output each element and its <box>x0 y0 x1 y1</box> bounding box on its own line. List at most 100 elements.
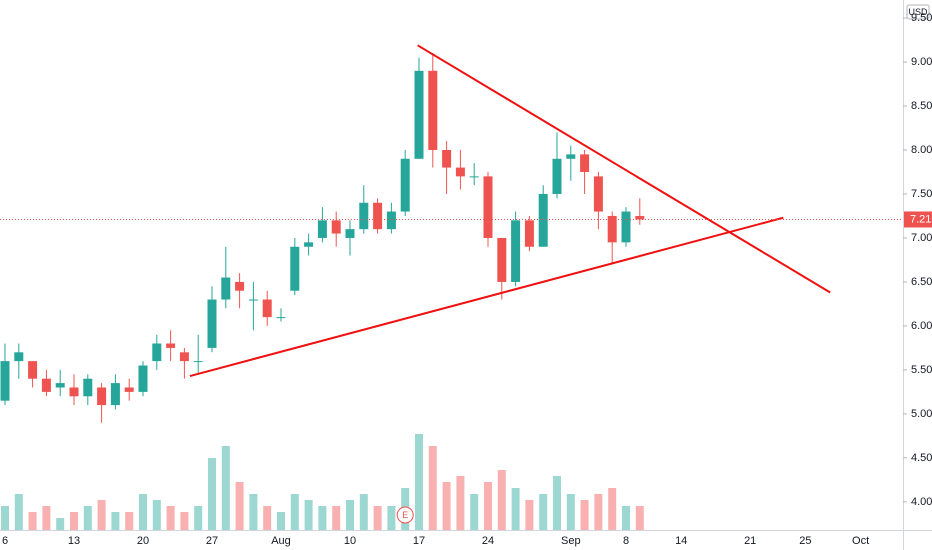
candle-body <box>69 387 79 397</box>
currency-box <box>906 4 930 20</box>
volume-bar <box>332 506 341 530</box>
volume-bar <box>97 500 106 530</box>
volume-bar <box>608 488 617 530</box>
candle-body <box>635 215 645 220</box>
candle-body <box>414 70 424 159</box>
candle-body <box>373 202 383 230</box>
volume-bar <box>539 494 548 530</box>
candle-body <box>152 343 162 362</box>
candle-body <box>483 176 493 238</box>
volume-bar <box>42 506 51 530</box>
candle-body <box>97 387 107 406</box>
candle-body <box>331 220 341 234</box>
volume-bar <box>180 512 189 530</box>
y-tick-label: 7.50 <box>911 188 932 200</box>
candle-body <box>207 299 217 348</box>
candle-body <box>469 176 479 178</box>
candle-body <box>14 352 24 362</box>
candle-body <box>552 158 562 194</box>
candle-body <box>276 317 286 319</box>
candle-body <box>538 193 548 247</box>
volume-bar <box>373 506 382 530</box>
candle-body <box>221 277 231 300</box>
y-tick-label: 5.50 <box>911 364 932 376</box>
volume-bar <box>83 506 92 530</box>
volume-bar <box>387 506 396 530</box>
earnings-marker <box>396 506 414 524</box>
volume-bar <box>70 512 78 530</box>
y-tick-label: 8.00 <box>911 144 932 156</box>
y-tick-label: 4.50 <box>911 452 932 464</box>
volume-bar <box>152 500 161 530</box>
x-tick-label: 17 <box>413 535 425 547</box>
volume-bar <box>277 512 285 530</box>
volume-bar <box>635 506 644 530</box>
candle-body <box>193 361 203 363</box>
volume-bar <box>14 494 23 530</box>
candle-body <box>386 211 396 230</box>
candle-body <box>400 158 410 212</box>
volume-bar <box>525 500 534 530</box>
volume-bar <box>208 458 216 530</box>
candle-body <box>304 242 314 247</box>
y-tick-label: 6.50 <box>911 276 932 288</box>
volume-bar <box>428 446 437 530</box>
volume-bar <box>497 470 506 530</box>
candle-body <box>166 343 176 348</box>
volume-bar <box>594 494 603 530</box>
last-price-box <box>904 211 932 228</box>
volume-bar <box>111 512 120 530</box>
currency: USD <box>908 7 928 17</box>
x-tick-label: 25 <box>799 535 811 547</box>
volume-bar <box>56 518 65 530</box>
volume-bar <box>442 482 451 530</box>
earnings-label: E <box>402 510 408 520</box>
candle-body <box>566 154 576 159</box>
candle-body <box>262 299 272 318</box>
x-tick-label: 27 <box>206 535 218 547</box>
volume-bar <box>553 476 561 530</box>
volume-bar <box>346 500 354 530</box>
y-tick-label: 9.50 <box>911 12 932 24</box>
volume-bar <box>263 506 272 530</box>
volume-bar <box>566 494 575 530</box>
volume-bar <box>139 494 147 530</box>
volume-bar <box>235 482 244 530</box>
candle-body <box>428 70 438 150</box>
candle-body <box>455 167 465 177</box>
last-price-label: 7.21 <box>910 213 931 225</box>
x-tick-label: 6 <box>2 535 8 547</box>
candle-body <box>235 281 245 291</box>
volume-bar <box>470 494 479 530</box>
candle-body <box>179 352 189 362</box>
candle-body <box>580 154 590 172</box>
trendline <box>189 216 784 378</box>
volume-bar <box>28 512 37 530</box>
candle-body <box>317 220 327 238</box>
volume-bar <box>622 506 630 530</box>
x-tick-label: 20 <box>137 535 149 547</box>
candle-body <box>55 383 65 388</box>
candle-body <box>511 220 521 282</box>
volume-bar <box>1 506 9 530</box>
x-tick-label: 13 <box>68 535 80 547</box>
y-tick-label: 9.00 <box>911 56 932 68</box>
y-tick-label: 6.00 <box>911 320 932 332</box>
volume-bar <box>359 494 368 530</box>
x-tick-label: 10 <box>344 535 356 547</box>
candle-body <box>124 387 134 392</box>
candle-body <box>593 176 603 212</box>
candle-body <box>83 378 93 397</box>
trendline <box>417 44 831 294</box>
y-tick-label: 8.50 <box>911 100 932 112</box>
x-tick-label: 8 <box>623 535 629 547</box>
volume-bar <box>304 500 313 530</box>
candle-body <box>248 299 258 301</box>
volume-bar <box>415 434 423 530</box>
volume-bar <box>290 494 299 530</box>
volume-bar <box>125 512 134 530</box>
volume-bar <box>249 494 258 530</box>
volume-bar <box>194 506 203 530</box>
